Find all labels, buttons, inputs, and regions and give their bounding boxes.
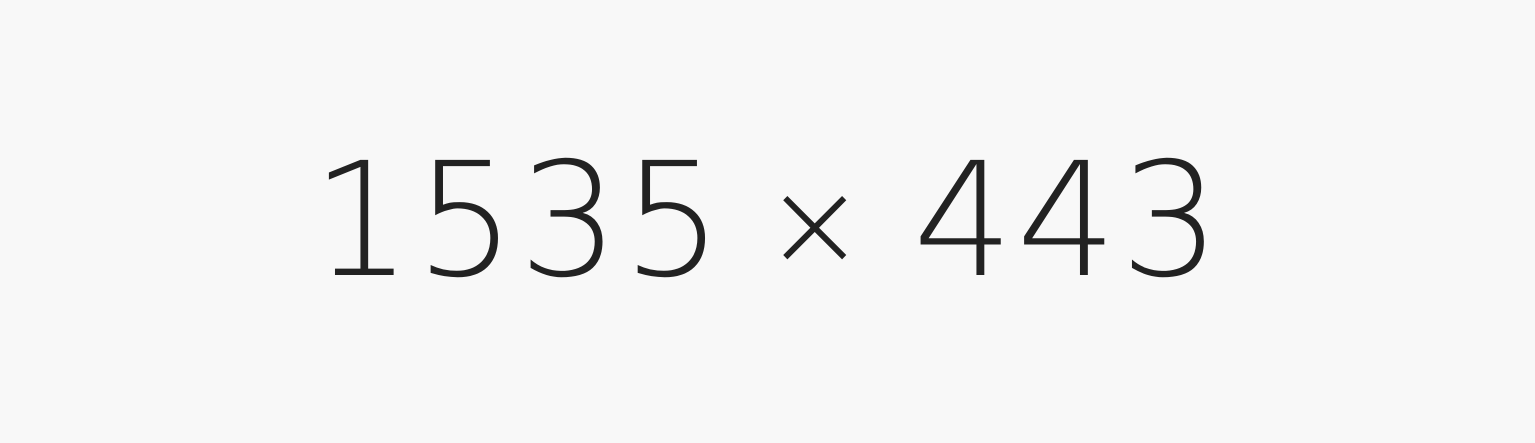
height-value: 443 (912, 128, 1224, 313)
multiply-symbol: × (763, 152, 869, 295)
width-value: 1535 (311, 128, 726, 313)
